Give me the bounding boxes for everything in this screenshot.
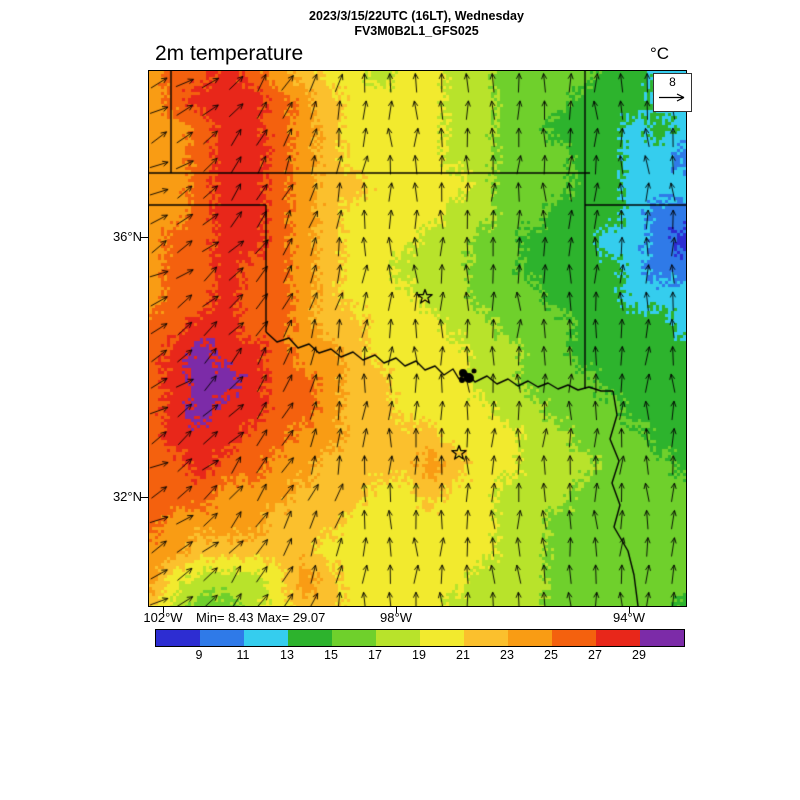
colorbar-tick-label: 11 (236, 648, 250, 662)
colorbar-tick-label: 15 (324, 648, 338, 662)
colorbar-segment (288, 630, 332, 646)
colorbar-tick-label: 29 (632, 648, 646, 662)
header-model: FV3M0B2L1_GFS025 (354, 24, 479, 38)
lat-tick-36n (140, 237, 148, 238)
plot-title: 2m temperature (155, 42, 304, 65)
colorbar-tick-label: 19 (412, 648, 426, 662)
colorbar-segment (596, 630, 640, 646)
lat-tick-label-36n: 36°N (112, 229, 142, 244)
lon-tick-102w (163, 606, 164, 613)
lon-tick-label-94w: 94°W (613, 610, 645, 625)
colorbar-tick-label: 17 (368, 648, 382, 662)
colorbar-segment (332, 630, 376, 646)
wind-reference-value: 8 (669, 75, 676, 89)
colorbar-segment (156, 630, 200, 646)
lon-tick-label-102w: 102°W (143, 610, 183, 625)
colorbar-segment (376, 630, 420, 646)
colorbar-segment (420, 630, 464, 646)
colorbar-tick-label: 21 (456, 648, 470, 662)
lon-tick-94w (629, 606, 630, 613)
colorbar-labels: 9 11 13 15 17 19 21 23 25 27 29 (155, 648, 683, 663)
lat-tick-label-32n: 32°N (112, 489, 142, 504)
colorbar-tick-label: 27 (588, 648, 602, 662)
map-canvas (149, 71, 686, 606)
colorbar-tick-label: 25 (544, 648, 558, 662)
min-max-label: Min= 8.43 Max= 29.07 (196, 610, 326, 625)
colorbar-segment (464, 630, 508, 646)
colorbar-segment (640, 630, 684, 646)
units-label: °C (650, 44, 670, 63)
map-frame (148, 70, 687, 607)
lon-tick-label-98w: 98°W (380, 610, 412, 625)
colorbar (155, 629, 685, 647)
header-datetime: 2023/3/15/22UTC (16LT), Wednesday (309, 9, 524, 23)
wind-reference-arrow-icon (659, 93, 685, 102)
lat-tick-32n (140, 497, 148, 498)
colorbar-segment (200, 630, 244, 646)
colorbar-segment (508, 630, 552, 646)
colorbar-tick-label: 23 (500, 648, 514, 662)
colorbar-segment (552, 630, 596, 646)
colorbar-segment (244, 630, 288, 646)
lon-tick-98w (396, 606, 397, 613)
wind-reference-box: 8 (653, 73, 692, 112)
colorbar-tick-label: 9 (195, 648, 203, 662)
colorbar-tick-label: 13 (280, 648, 294, 662)
